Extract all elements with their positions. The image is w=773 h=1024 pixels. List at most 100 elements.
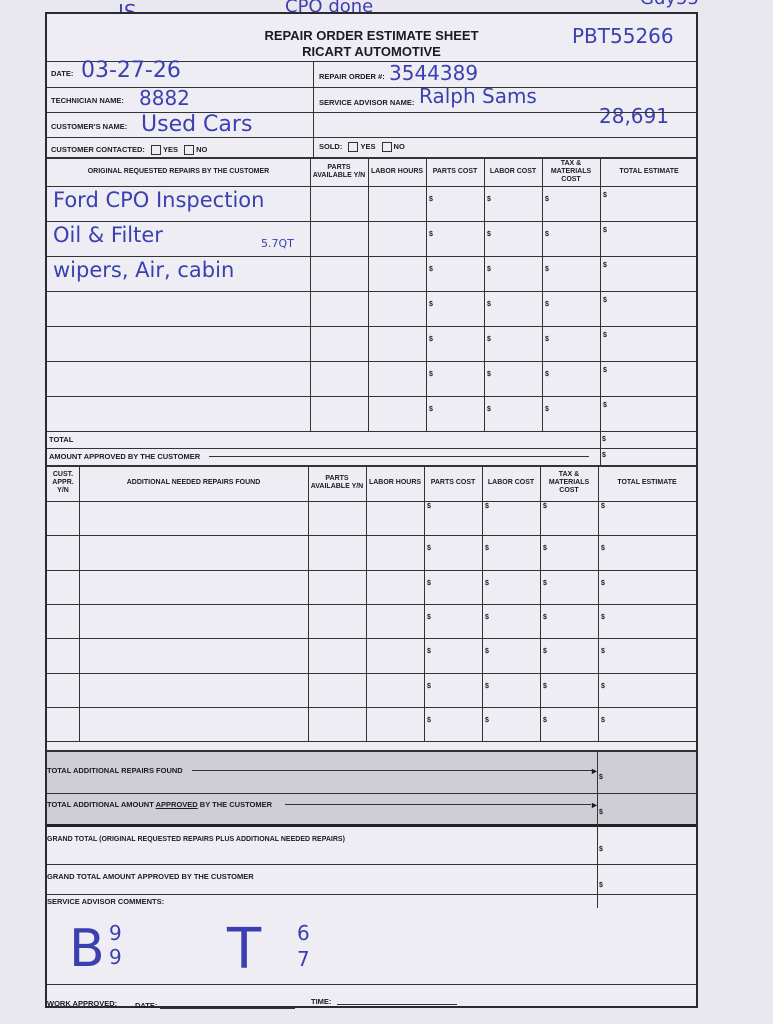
currency-cell[interactable]: $	[603, 297, 607, 304]
grand-total-value[interactable]: $	[599, 846, 603, 853]
currency-cell[interactable]: $	[545, 301, 549, 308]
currency-cell[interactable]: $	[601, 716, 605, 724]
table-row[interactable]: $ $ $ $	[47, 501, 696, 535]
currency-cell[interactable]: $	[603, 262, 607, 269]
currency-cell[interactable]: $	[485, 716, 489, 724]
currency-cell[interactable]: $	[429, 231, 433, 238]
column-header: PARTS COST	[430, 479, 476, 486]
comments-field[interactable]: B 9 9 T 6 7	[69, 917, 310, 982]
total-additional-approved-value[interactable]: $	[599, 809, 603, 816]
column-header: PARTS COST	[432, 167, 478, 175]
currency-cell[interactable]: $	[487, 301, 491, 308]
currency-cell[interactable]: $	[603, 332, 607, 339]
sold-no-checkbox[interactable]	[381, 142, 392, 153]
currency-cell[interactable]: $	[601, 682, 605, 690]
currency-cell[interactable]: $	[543, 682, 547, 690]
currency-cell[interactable]: $	[427, 716, 431, 724]
advisor-field[interactable]: Ralph Sams	[419, 84, 537, 108]
customer-field[interactable]: Used Cars	[141, 112, 253, 137]
currency-cell[interactable]: $	[487, 336, 491, 343]
column-header: TOTAL ESTIMATE	[619, 167, 679, 175]
repair-description[interactable]: wipers, Air, cabin	[53, 258, 235, 282]
currency-cell[interactable]: $	[545, 406, 549, 413]
table-row[interactable]: $ $ $ $	[47, 604, 696, 638]
table-row: $ $ $ $	[47, 361, 696, 396]
currency-cell[interactable]: $	[601, 579, 605, 587]
date-field[interactable]: 03-27-26	[81, 58, 181, 83]
repair-description[interactable]: Ford CPO Inspection	[53, 188, 265, 212]
currency-cell[interactable]: $	[429, 196, 433, 203]
currency-cell[interactable]: $	[485, 503, 489, 510]
currency-cell[interactable]: $	[487, 266, 491, 273]
currency-cell[interactable]: $	[601, 503, 605, 510]
contacted-no-checkbox[interactable]	[184, 145, 195, 156]
currency-cell[interactable]: $	[429, 301, 433, 308]
currency-cell[interactable]: $	[603, 367, 607, 374]
table-row: Oil & Filter 5.7QT $ $ $ $	[47, 221, 696, 256]
currency-cell[interactable]: $	[485, 545, 489, 553]
currency-cell[interactable]: $	[487, 231, 491, 238]
currency-cell[interactable]: $	[427, 579, 431, 587]
currency-cell[interactable]: $	[427, 613, 431, 621]
table-row[interactable]: $ $ $ $	[47, 570, 696, 604]
currency-cell[interactable]: $	[603, 402, 607, 409]
sold-yes-checkbox[interactable]	[348, 142, 359, 153]
amount-approved-value[interactable]: $	[602, 452, 606, 459]
currency-cell[interactable]: $	[545, 336, 549, 343]
currency-cell[interactable]: $	[487, 371, 491, 378]
currency-cell[interactable]: $	[429, 336, 433, 343]
currency-cell[interactable]: $	[427, 503, 431, 510]
contacted-yes-checkbox[interactable]	[150, 145, 161, 156]
grand-approved-value[interactable]: $	[599, 882, 603, 889]
currency-cell[interactable]: $	[543, 545, 547, 553]
total-additional-found-value[interactable]: $	[599, 774, 603, 781]
currency-cell[interactable]: $	[543, 716, 547, 724]
currency-cell[interactable]: $	[543, 503, 547, 510]
repair-description[interactable]: Oil & Filter	[53, 223, 163, 247]
currency-cell[interactable]: $	[485, 579, 489, 587]
sold-label: SOLD:	[319, 142, 343, 151]
currency-cell[interactable]: $	[485, 613, 489, 621]
time-label: TIME:	[311, 997, 332, 1006]
company-name: RICART AUTOMOTIVE	[302, 44, 441, 59]
column-header: PARTS AVAILABLE Y/N	[312, 163, 366, 179]
currency-cell[interactable]: $	[545, 371, 549, 378]
currency-cell[interactable]: $	[601, 648, 605, 656]
table-row[interactable]: $ $ $ $	[47, 638, 696, 672]
currency-cell[interactable]: $	[601, 545, 605, 553]
currency-cell[interactable]: $	[603, 192, 607, 199]
currency-cell[interactable]: $	[485, 648, 489, 656]
currency-cell[interactable]: $	[429, 406, 433, 413]
table-row: Ford CPO Inspection $ $ $ $	[47, 186, 696, 221]
currency-cell[interactable]: $	[545, 231, 549, 238]
currency-cell[interactable]: $	[603, 227, 607, 234]
currency-cell[interactable]: $	[487, 196, 491, 203]
currency-cell[interactable]: $	[545, 196, 549, 203]
repair-order-field[interactable]: 3544389	[389, 61, 479, 85]
work-approved-time-field[interactable]	[337, 1004, 457, 1005]
currency-cell[interactable]: $	[427, 648, 431, 656]
currency-cell[interactable]: $	[601, 613, 605, 621]
table-row[interactable]: $ $ $ $	[47, 707, 696, 741]
work-approved-date-field[interactable]	[160, 1008, 295, 1009]
currency-cell[interactable]: $	[487, 406, 491, 413]
currency-cell[interactable]: $	[429, 266, 433, 273]
currency-cell[interactable]: $	[543, 579, 547, 587]
amount-approved-label: AMOUNT APPROVED BY THE CUSTOMER	[49, 452, 201, 461]
currency-cell[interactable]: $	[543, 613, 547, 621]
customer-contacted: CUSTOMER CONTACTED: YES NO	[51, 145, 207, 156]
currency-cell[interactable]: $	[427, 682, 431, 690]
currency-cell[interactable]: $	[429, 371, 433, 378]
currency-cell[interactable]: $	[543, 648, 547, 656]
table-row[interactable]: $ $ $ $	[47, 535, 696, 569]
sold: SOLD: YES NO	[319, 142, 405, 153]
currency-cell[interactable]: $	[485, 682, 489, 690]
technician-field[interactable]: 8882	[139, 86, 190, 110]
currency-cell[interactable]: $	[545, 266, 549, 273]
column-header: LABOR HOURS	[368, 479, 422, 486]
date-label: DATE:	[51, 69, 74, 78]
total-value[interactable]: $	[602, 436, 606, 443]
technician-label: TECHNICIAN NAME:	[51, 96, 124, 105]
currency-cell[interactable]: $	[427, 545, 431, 553]
table-row[interactable]: $ $ $ $	[47, 673, 696, 707]
